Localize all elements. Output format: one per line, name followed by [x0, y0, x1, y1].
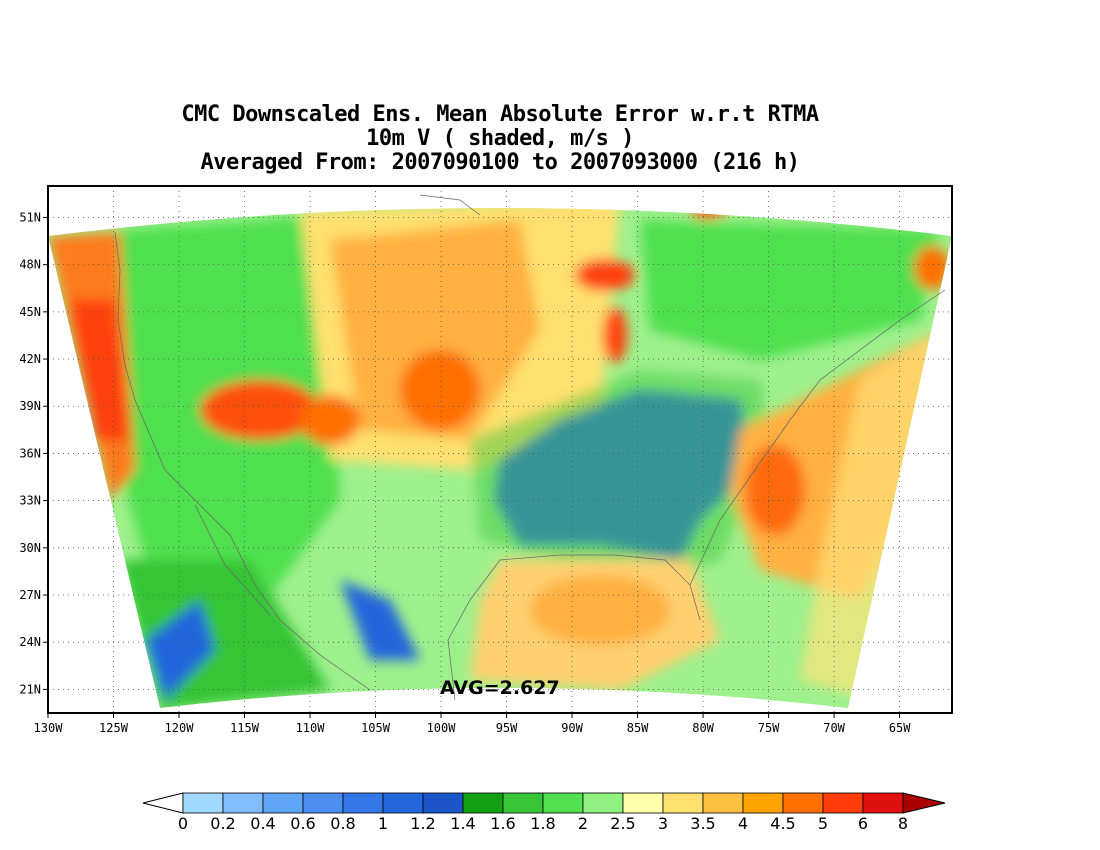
colorbar-box	[862, 792, 904, 814]
colorbar-label: 0.4	[250, 814, 275, 833]
title-line-1: CMC Downscaled Ens. Mean Absolute Error …	[181, 102, 819, 127]
lat-tick-label: 30N	[19, 541, 41, 555]
title-line-3: Averaged From: 2007090100 to 2007093000 …	[200, 150, 800, 175]
field-northeast-green	[640, 220, 940, 360]
colorbar-over-arrow	[902, 792, 946, 814]
field-plains-orange	[330, 220, 540, 440]
colorbar-box	[382, 792, 424, 814]
colorbar-label: 0.6	[290, 814, 315, 833]
lon-tick-label: 105W	[361, 721, 391, 735]
colorbar: 0 0.2 0.4 0.6 0.8 1 1.2 1.4 1.6 1.8 2 2.5 3 3.5 4 4.5 5 6…	[142, 792, 946, 833]
colorbar-label: 1.6	[490, 814, 515, 833]
lat-tick-label: 21N	[19, 682, 41, 696]
colorbar-box	[582, 792, 624, 814]
longitude-axis: 130W 125W 120W 115W 110W 105W 100W 95W 90W 85W 80W…	[34, 713, 911, 735]
coast-pacific	[114, 231, 371, 691]
colorbar-label: 1	[378, 814, 388, 833]
coast-baja	[194, 504, 271, 616]
lon-tick-label: 70W	[823, 721, 845, 735]
colorbar-label: 2.5	[610, 814, 635, 833]
colorbar-box	[542, 792, 584, 814]
lon-tick-label: 115W	[230, 721, 260, 735]
coast-hudson-bay	[419, 194, 481, 216]
colorbar-box	[302, 792, 344, 814]
field-baja-blue	[145, 600, 215, 700]
lat-tick-label: 45N	[19, 305, 41, 319]
lon-tick-label: 95W	[496, 721, 518, 735]
colorbar-box	[742, 792, 784, 814]
plot-frame	[47, 185, 953, 714]
field-plains-hot-2	[200, 380, 320, 440]
lon-tick-label: 100W	[427, 721, 457, 735]
colorbar-label: 2	[578, 814, 588, 833]
coast-atlantic	[689, 289, 946, 586]
colorbar-box	[222, 792, 264, 814]
field-plains-hot-1	[400, 350, 480, 430]
field-lake-superior	[575, 259, 635, 291]
colorbar-label: 0	[178, 814, 188, 833]
colorbar-box	[182, 792, 224, 814]
colorbar-box	[502, 792, 544, 814]
colorbar-label: 3	[658, 814, 668, 833]
field-east-pacific	[800, 330, 940, 700]
lat-tick-label: 33N	[19, 494, 41, 508]
lon-tick-label: 85W	[627, 721, 649, 735]
lat-tick-label: 51N	[19, 210, 41, 224]
colorbar-box	[462, 792, 504, 814]
field-gulf-core	[530, 575, 670, 645]
lat-tick-label: 36N	[19, 446, 41, 460]
field-mexico-blue	[340, 580, 420, 660]
lon-tick-label: 125W	[99, 721, 129, 735]
field-plains-hot-3	[300, 395, 360, 445]
colorbar-box	[702, 792, 744, 814]
coast-gulf	[447, 554, 701, 701]
colorbar-label: 1.8	[530, 814, 555, 833]
colorbar-box	[782, 792, 824, 814]
colorbar-under-arrow	[142, 792, 184, 814]
colorbar-box	[662, 792, 704, 814]
lon-tick-label: 120W	[165, 721, 195, 735]
colorbar-box	[622, 792, 664, 814]
field-southeast-green	[470, 370, 770, 580]
colorbar-label: 8	[898, 814, 908, 833]
coastlines	[114, 194, 946, 701]
lon-tick-label: 130W	[34, 721, 64, 735]
colorbar-label: 6	[858, 814, 868, 833]
colorbar-label: 4.5	[770, 814, 795, 833]
colorbar-label: 0.2	[210, 814, 235, 833]
field-atlantic-core	[745, 445, 805, 535]
lon-tick-label: 75W	[758, 721, 780, 735]
colorbar-box	[262, 792, 304, 814]
field-lake-michigan	[603, 307, 627, 363]
lon-tick-label: 80W	[692, 721, 714, 735]
lon-tick-label: 90W	[561, 721, 583, 735]
colorbar-box	[822, 792, 864, 814]
field-pacific-core	[70, 300, 130, 440]
lat-tick-label: 39N	[19, 399, 41, 413]
lon-tick-label: 65W	[889, 721, 911, 735]
colorbar-box	[342, 792, 384, 814]
lat-tick-label: 24N	[19, 635, 41, 649]
average-label: AVG=2.627	[440, 677, 560, 699]
title-line-2: 10m V ( shaded, m/s )	[366, 126, 634, 151]
colorbar-label: 4	[738, 814, 748, 833]
latitude-axis: 21N 24N 27N 30N 33N 36N 39N 42N 45N 48N 51N	[19, 210, 48, 696]
map-grid	[48, 186, 952, 713]
colorbar-label: 3.5	[690, 814, 715, 833]
colorbar-label: 1.2	[410, 814, 435, 833]
colorbar-box	[422, 792, 464, 814]
lat-tick-label: 27N	[19, 588, 41, 602]
colorbar-label: 1.4	[450, 814, 475, 833]
field-ne-hot	[914, 246, 950, 290]
lat-tick-label: 42N	[19, 352, 41, 366]
lat-tick-label: 48N	[19, 258, 41, 272]
colorbar-label: 5	[818, 814, 828, 833]
lon-tick-label: 110W	[296, 721, 326, 735]
colorbar-label: 0.8	[330, 814, 355, 833]
shaded-error-field	[48, 208, 952, 708]
